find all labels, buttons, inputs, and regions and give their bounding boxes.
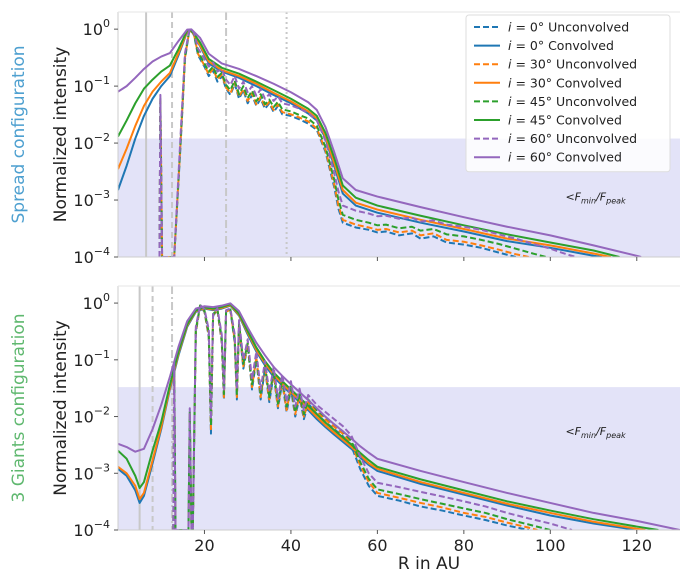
legend-label: i = 45° Convolved xyxy=(508,113,622,128)
x-tick-label: 100 xyxy=(535,536,566,555)
y-tick-label: 10−2 xyxy=(73,131,110,153)
legend: i = 0° Unconvolved i = 0° Convolved i = 30… xyxy=(465,14,671,173)
y-tick-label: 10−1 xyxy=(73,74,110,96)
x-tick-label: 120 xyxy=(621,536,652,555)
legend-label: i = 60° Convolved xyxy=(508,150,622,165)
row-label: Spread configuration xyxy=(9,45,29,223)
series-line-7 xyxy=(118,28,642,257)
legend-label: i = 0° Unconvolved xyxy=(508,20,629,35)
series-line-6 xyxy=(172,303,573,530)
y-axis-label: Normalized intensity xyxy=(51,47,71,223)
y-axis-label: Normalized intensity xyxy=(51,320,71,496)
row-label: 3 Giants configuration xyxy=(9,313,29,502)
y-tick-label: 10−2 xyxy=(73,405,110,427)
y-tick-label: 10−4 xyxy=(73,518,110,540)
legend-label: i = 45° Unconvolved xyxy=(508,94,637,109)
legend-box xyxy=(465,14,671,173)
series-line-7 xyxy=(118,302,680,530)
x-tick-label: 40 xyxy=(281,536,301,555)
threshold-region xyxy=(118,387,680,530)
panel-spread: <Fmin/Fpeak10010−110−210−310−4Normalized… xyxy=(9,11,680,267)
series-line-2 xyxy=(158,29,529,257)
y-tick-label: 10−4 xyxy=(73,245,110,267)
series-line-4 xyxy=(158,29,547,257)
x-tick-label: 60 xyxy=(367,536,387,555)
x-axis-label: R in AU xyxy=(398,554,460,569)
series-line-3 xyxy=(118,29,612,257)
legend-label: i = 30° Unconvolved xyxy=(508,57,637,72)
series-line-5 xyxy=(118,29,620,257)
y-tick-label: 100 xyxy=(83,17,110,39)
y-tick-label: 10−3 xyxy=(73,188,110,210)
series-group xyxy=(118,302,680,530)
x-tick-label: 80 xyxy=(454,536,474,555)
y-tick-label: 10−3 xyxy=(73,461,110,483)
x-tick-label: 20 xyxy=(194,536,214,555)
legend-label: i = 30° Convolved xyxy=(508,75,622,90)
y-tick-label: 100 xyxy=(83,291,110,313)
series-group xyxy=(118,28,642,257)
series-line-1 xyxy=(118,29,603,257)
legend-label: i = 0° Convolved xyxy=(508,38,614,53)
series-line-6 xyxy=(158,28,577,257)
y-tick-label: 10−1 xyxy=(73,348,110,370)
legend-label: i = 60° Unconvolved xyxy=(508,131,637,146)
